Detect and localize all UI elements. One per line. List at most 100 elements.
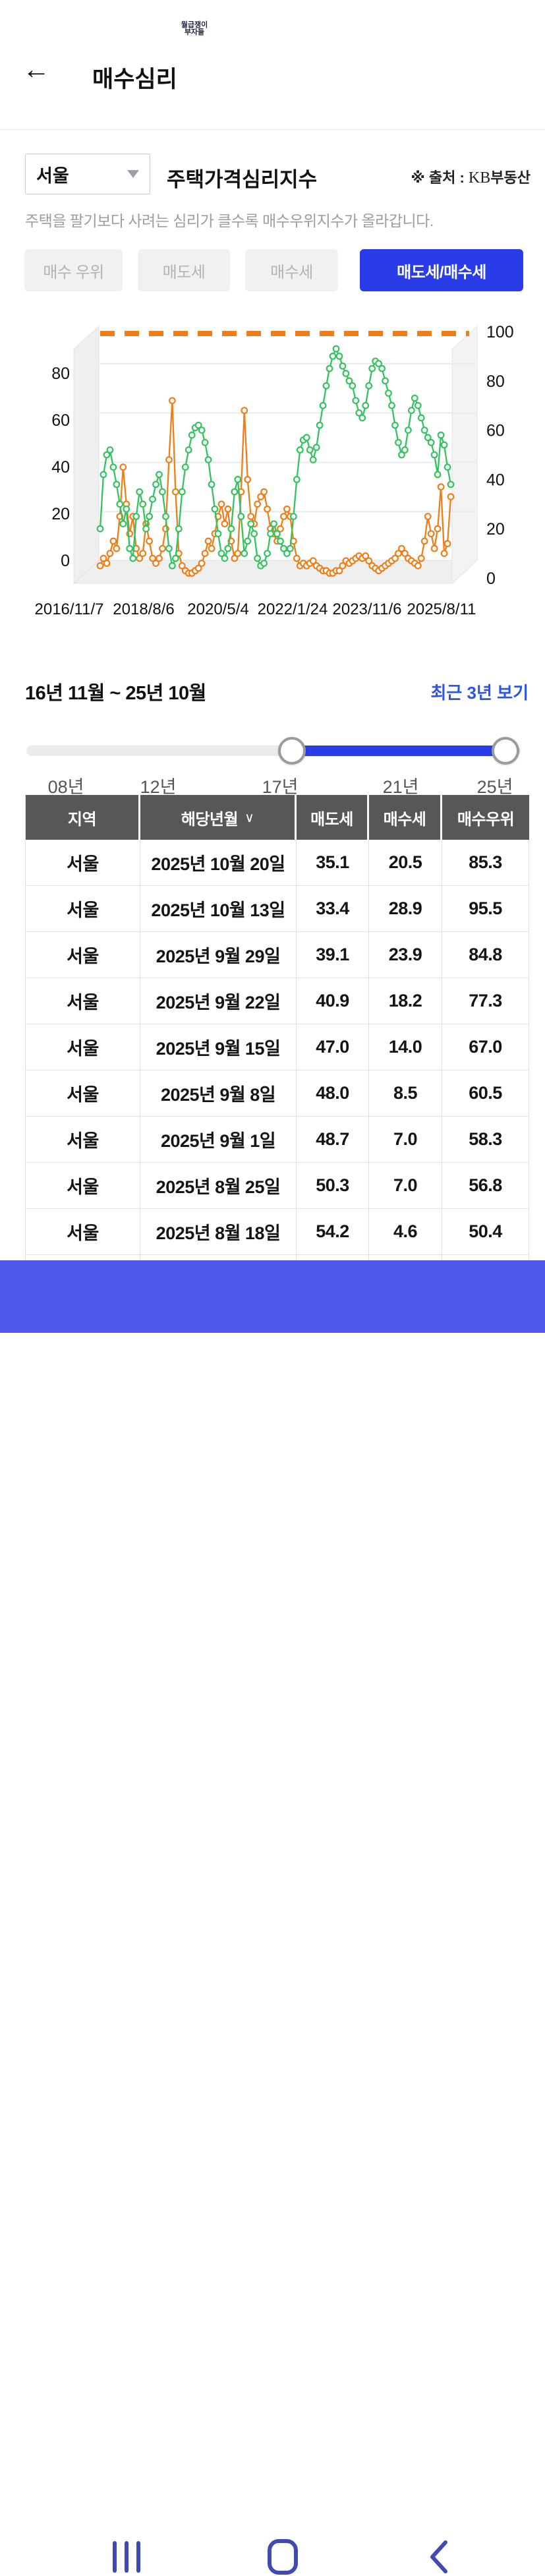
table-cell: 23.9: [369, 932, 442, 978]
table-cell: 2025년 9월 1일: [140, 1117, 297, 1163]
svg-text:80: 80: [486, 372, 505, 391]
table-row: 서울 2025년 9월 1일 48.7 7.0 58.3: [25, 1117, 529, 1163]
table-cell: 40.9: [297, 978, 369, 1024]
table-cell: 서울: [25, 978, 140, 1024]
table-cell: 7.0: [369, 1117, 442, 1163]
weolbu-logo: 월급쟁이 부자들: [168, 22, 221, 36]
source-note: ※ 출처 : KB부동산: [411, 169, 531, 187]
svg-text:2016/11/7: 2016/11/7: [35, 600, 104, 618]
table-cell: [140, 1255, 297, 1260]
table-cell: 58.3: [442, 1117, 529, 1163]
table-cell: 50.4: [442, 1209, 529, 1255]
table-cell: 47.0: [297, 1024, 369, 1070]
table-header-매도세: 매도세: [297, 795, 369, 840]
logo-line2: 부자들: [184, 28, 205, 36]
range-slider-fill: [292, 746, 505, 756]
table-cell: 48.7: [297, 1117, 369, 1163]
table-cell: 서울: [25, 932, 140, 978]
logo-line1: 월급쟁이: [181, 21, 208, 29]
table-cell: 7.0: [369, 1163, 442, 1209]
table-cell: 2025년 8월 25일: [140, 1163, 297, 1209]
table-cell: 2025년 9월 15일: [140, 1024, 297, 1070]
svg-text:2018/8/6: 2018/8/6: [113, 600, 174, 618]
table-cell: 56.8: [442, 1163, 529, 1209]
table-cell: [25, 1255, 140, 1260]
back-arrow-icon[interactable]: ←: [22, 53, 50, 84]
table-cell: 2025년 9월 22일: [140, 978, 297, 1024]
tab-3[interactable]: 매수세: [245, 249, 338, 291]
back-nav-icon[interactable]: [427, 2538, 451, 2576]
svg-text:2020/5/4: 2020/5/4: [187, 600, 248, 618]
svg-text:40: 40: [51, 458, 70, 477]
table-cell: 67.0: [442, 1024, 529, 1070]
table-row: 서울 2025년 9월 15일 47.0 14.0 67.0: [25, 1024, 529, 1070]
table-cell: 서울: [25, 1163, 140, 1209]
svg-text:60: 60: [486, 422, 505, 440]
chart-description: 주택을 팔기보다 사려는 심리가 클수록 매수우위지수가 올라갑니다.: [25, 212, 434, 229]
chart-mode-tabs: 매수 우위 매도세 매수세 매도세/매수세: [24, 249, 532, 291]
table-cell: 18.2: [369, 978, 442, 1024]
header-divider: [0, 129, 545, 130]
table-cell: 4.6: [369, 1209, 442, 1255]
home-icon[interactable]: [266, 2538, 299, 2576]
svg-text:20: 20: [486, 520, 505, 539]
table-cell: 서울: [25, 886, 140, 932]
sentiment-table: 지역 해당년월 ∨ 매도세 매수세 매수우위 서울 2025년 10월 20일 35.1 20.5…: [25, 795, 529, 1260]
recent-apps-icon[interactable]: [111, 2538, 142, 2576]
recent-3y-link[interactable]: 최근 3년 보기: [430, 683, 529, 703]
svg-text:100: 100: [486, 323, 514, 341]
table-cell: 서울: [25, 1209, 140, 1255]
range-slider-handle-right[interactable]: [492, 737, 519, 765]
table-cell: 2025년 10월 20일: [140, 840, 297, 886]
table-cell: 39.1: [297, 932, 369, 978]
sentiment-line-chart: 0 20 40 60 80 0 20 40 60 80 100 2016/11/7 2018/8/6 20…: [35, 323, 514, 618]
slider-tick-25년: 25년: [476, 777, 513, 797]
table-cell: 20.5: [369, 840, 442, 886]
table-row: 서울 2025년 8월 18일 54.2 4.6 50.4: [25, 1209, 529, 1255]
svg-text:0: 0: [61, 552, 70, 570]
table-cell: 2025년 9월 8일: [140, 1070, 297, 1117]
table-cell: [442, 1255, 529, 1260]
android-navbar: [0, 1260, 545, 2575]
table-cell: 2025년 8월 18일: [140, 1209, 297, 1255]
date-range-label: 16년 11월 ~ 25년 10월: [25, 683, 206, 704]
table-cell: 77.3: [442, 978, 529, 1024]
region-dropdown[interactable]: 서울: [25, 154, 150, 194]
tab-4[interactable]: 매도세/매수세: [360, 249, 523, 291]
table-header-해당년월[interactable]: 해당년월 ∨: [140, 795, 297, 840]
table-cell: 33.4: [297, 886, 369, 932]
table-header-매수세: 매수세: [369, 795, 442, 840]
table-cell: 28.9: [369, 886, 442, 932]
table-row: 서울 2025년 9월 8일 48.0 8.5 60.5: [25, 1070, 529, 1117]
table-header-row: 지역 해당년월 ∨ 매도세 매수세 매수우위: [25, 795, 529, 840]
table-cell: 50.3: [297, 1163, 369, 1209]
svg-text:2022/1/24: 2022/1/24: [258, 600, 328, 618]
chevron-down-icon: [127, 170, 139, 178]
table-cell: [369, 1255, 442, 1260]
table-cell: 35.1: [297, 840, 369, 886]
table-row: 서울 2025년 10월 13일 33.4 28.9 95.5: [25, 886, 529, 932]
table-cell: 서울: [25, 1117, 140, 1163]
table-row: 서울 2025년 9월 22일 40.9 18.2 77.3: [25, 978, 529, 1024]
tab-1[interactable]: 매수 우위: [24, 249, 123, 291]
table-cell: 서울: [25, 1024, 140, 1070]
sort-chevron-icon: ∨: [244, 810, 254, 825]
region-dropdown-value: 서울: [36, 165, 69, 186]
table-header-지역: 지역: [25, 795, 140, 840]
table-cell: 14.0: [369, 1024, 442, 1070]
slider-tick-17년: 17년: [262, 777, 299, 797]
table-cell: 8.5: [369, 1070, 442, 1117]
range-slider-handle-left[interactable]: [278, 737, 306, 765]
app-screen: { "statusbar": { "logo_line1": "월급쟁이", "…: [0, 21, 545, 2575]
svg-text:20: 20: [51, 505, 70, 523]
tab-2[interactable]: 매도세: [138, 249, 230, 291]
table-cell: 서울: [25, 840, 140, 886]
svg-text:2025/8/11: 2025/8/11: [407, 600, 476, 618]
table-cell: 2025년 9월 29일: [140, 932, 297, 978]
svg-text:60: 60: [51, 411, 70, 430]
table-cell: 54.2: [297, 1209, 369, 1255]
table-cell: 84.8: [442, 932, 529, 978]
table-cell: [297, 1255, 369, 1260]
slider-tick-12년: 12년: [140, 777, 177, 797]
svg-text:0: 0: [486, 570, 496, 588]
